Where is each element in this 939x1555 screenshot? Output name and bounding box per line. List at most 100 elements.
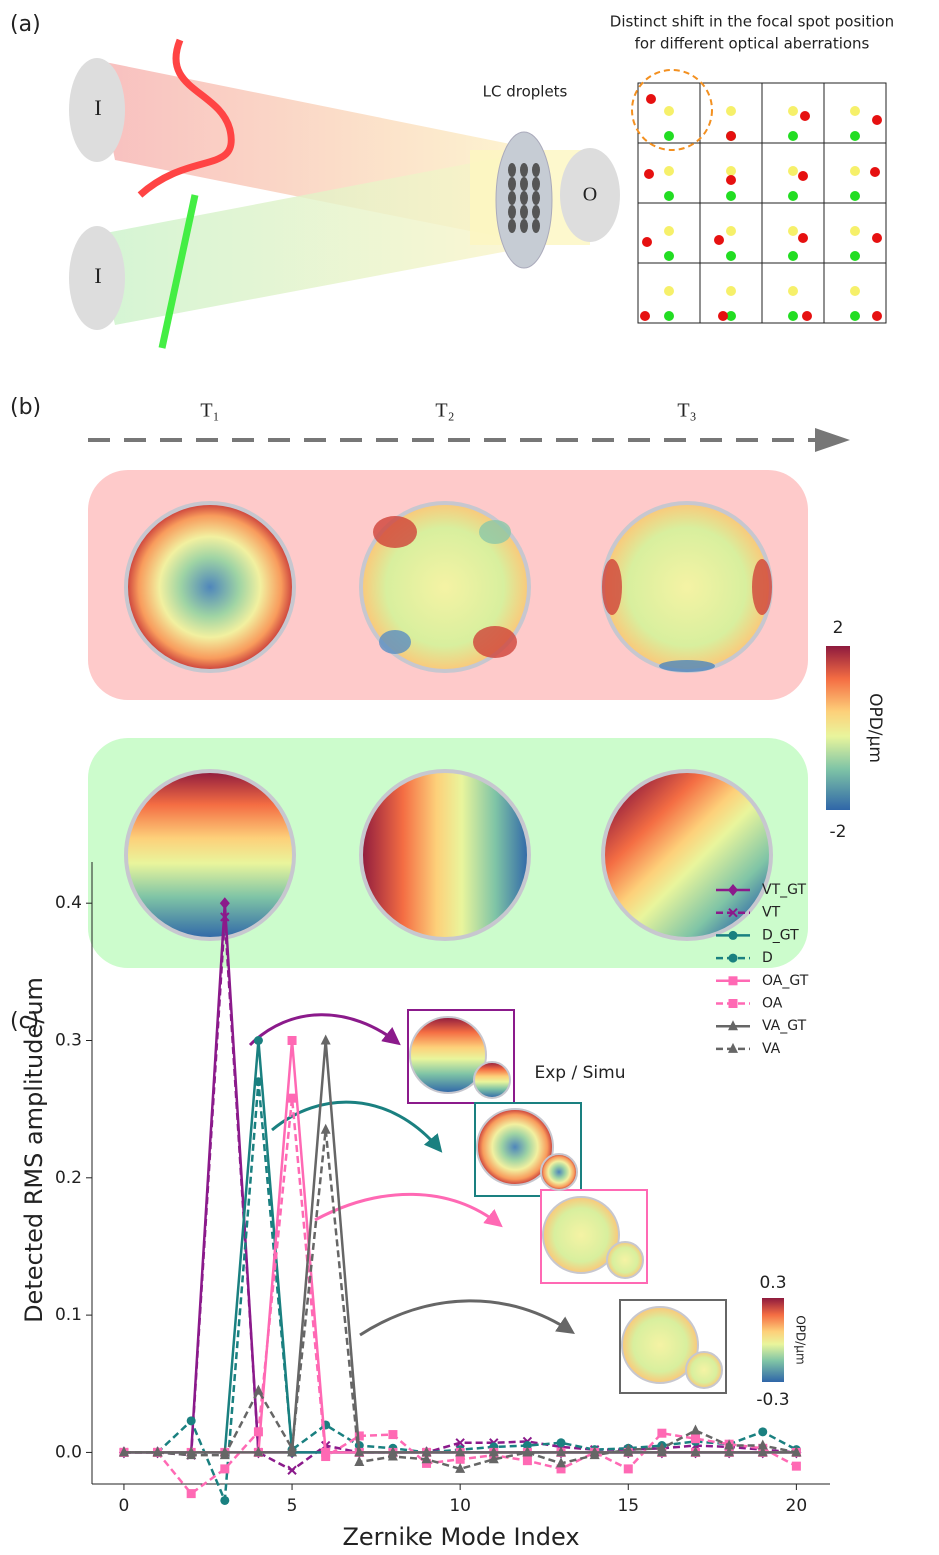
droplet	[532, 219, 540, 233]
droplet	[508, 205, 516, 219]
spot	[726, 226, 736, 236]
spot	[726, 251, 736, 261]
spot	[872, 115, 882, 125]
marker	[657, 1429, 666, 1438]
legend-label: D	[762, 950, 773, 966]
marker	[187, 1416, 196, 1425]
marker	[557, 1438, 566, 1447]
marker	[691, 1424, 701, 1434]
arrow	[315, 1194, 500, 1225]
spot	[664, 311, 674, 321]
spot	[726, 286, 736, 296]
marker	[254, 1077, 263, 1086]
droplet	[508, 177, 516, 191]
y-tick-label: 0.3	[55, 1030, 82, 1050]
marker	[792, 1462, 801, 1471]
spot	[850, 311, 860, 321]
droplet	[508, 219, 516, 233]
marker	[220, 1496, 229, 1505]
droplet	[520, 205, 528, 219]
colorbar-min: -0.3	[756, 1390, 789, 1410]
panel-label: (b)	[10, 395, 41, 420]
spot	[788, 226, 798, 236]
spot	[850, 166, 860, 176]
spot	[726, 175, 736, 185]
droplets-label: LC droplets	[483, 83, 568, 101]
note: Distinct shift in the focal spot positio…	[610, 13, 894, 31]
spot	[644, 169, 654, 179]
marker	[187, 1489, 196, 1498]
droplet	[520, 191, 528, 205]
spot	[664, 226, 674, 236]
spot	[640, 311, 650, 321]
wavefront	[361, 771, 529, 939]
spot	[788, 166, 798, 176]
x-tick-label: 0	[119, 1496, 130, 1516]
legend-label: OA_GT	[762, 973, 809, 989]
marker	[321, 1452, 330, 1461]
arrow	[360, 1301, 572, 1335]
legend-label: D_GT	[762, 927, 799, 943]
droplet	[520, 163, 528, 177]
legend-label: VA_GT	[762, 1018, 807, 1034]
spot	[872, 233, 882, 243]
spot	[642, 237, 652, 247]
spot	[664, 251, 674, 261]
droplet	[532, 163, 540, 177]
inset-wavefront	[607, 1242, 643, 1278]
inset-title: Exp / Simu	[535, 1063, 626, 1083]
marker	[321, 1124, 331, 1134]
y-tick-label: 0.1	[55, 1305, 82, 1325]
marker	[354, 1456, 364, 1466]
marker	[321, 1034, 331, 1044]
droplet	[532, 205, 540, 219]
marker	[729, 999, 738, 1008]
x-tick-label: 5	[287, 1496, 298, 1516]
y-axis-title: Detected RMS amplitude/um	[20, 977, 48, 1323]
y-tick-label: 0.2	[55, 1168, 82, 1188]
marker	[523, 1456, 532, 1465]
legend-label: OA	[762, 996, 783, 1012]
lens-label: I	[94, 95, 101, 120]
y-tick-label: 0.0	[55, 1442, 82, 1462]
droplet	[532, 191, 540, 205]
spot	[850, 131, 860, 141]
spot	[664, 106, 674, 116]
marker	[288, 1466, 296, 1474]
legend-label: VT_GT	[762, 882, 806, 898]
spot	[802, 311, 812, 321]
spot	[726, 166, 736, 176]
spot	[788, 311, 798, 321]
droplet	[532, 177, 540, 191]
colorbar-label: OPD/μm	[794, 1315, 808, 1364]
y-tick-label: 0.4	[55, 893, 82, 913]
spot	[788, 131, 798, 141]
spot	[788, 106, 798, 116]
spot	[850, 226, 860, 236]
colorbar-min: -2	[830, 822, 847, 842]
spot	[788, 251, 798, 261]
spot	[870, 167, 880, 177]
marker	[288, 1036, 297, 1045]
spot	[646, 94, 656, 104]
marker	[691, 1434, 700, 1443]
marker	[288, 1094, 297, 1103]
spot	[664, 166, 674, 176]
wavefront	[603, 503, 771, 671]
figure: (a) Distinct shift in the focal spot pos…	[0, 0, 939, 1555]
wavefront	[603, 771, 771, 939]
lens-label: I	[94, 263, 101, 288]
note: for different optical aberrations	[635, 35, 870, 53]
spot	[726, 106, 736, 116]
wavefront	[126, 771, 294, 939]
droplet	[520, 219, 528, 233]
spot	[714, 235, 724, 245]
spot	[726, 131, 736, 141]
spot	[850, 251, 860, 261]
inset-wavefront	[474, 1062, 510, 1098]
spot	[850, 106, 860, 116]
spot	[872, 311, 882, 321]
spot	[788, 191, 798, 201]
x-tick-label: 20	[786, 1496, 808, 1516]
spot	[850, 191, 860, 201]
